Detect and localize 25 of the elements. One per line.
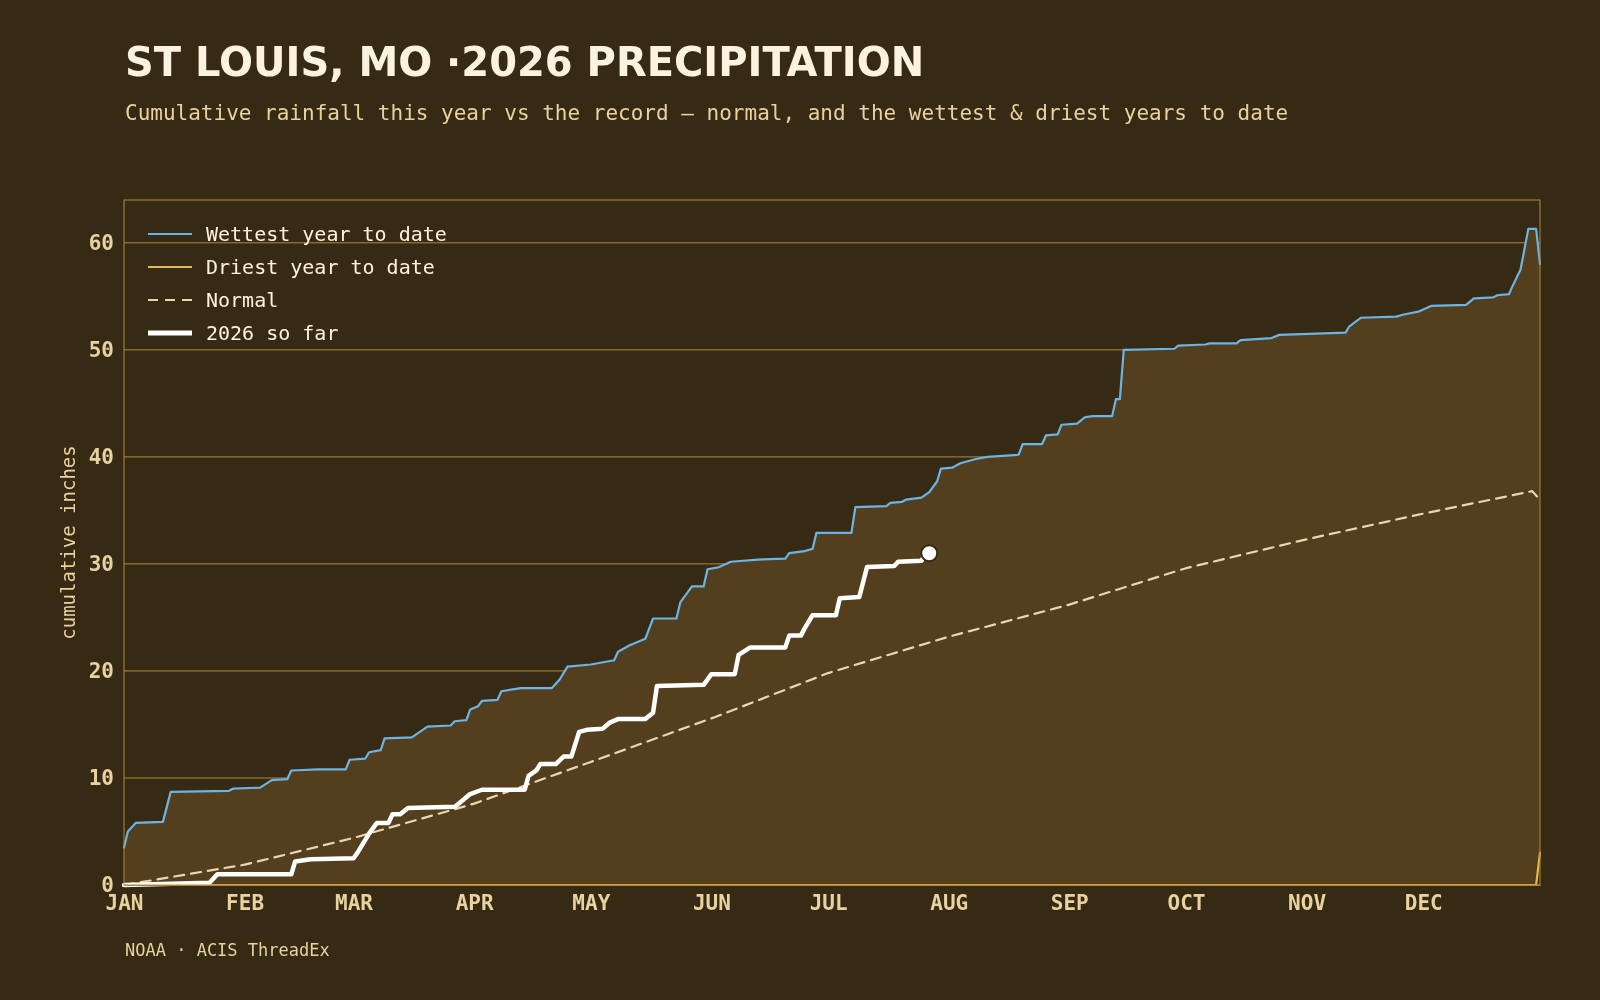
x-tick-label: JUL xyxy=(809,890,848,915)
legend-label: Normal xyxy=(206,288,279,312)
y-tick-label: 20 xyxy=(88,659,114,684)
legend-label: Wettest year to date xyxy=(206,222,447,246)
y-axis-title: cumulative inches xyxy=(57,445,79,640)
x-tick-label: NOV xyxy=(1288,890,1327,915)
x-tick-label: JUN xyxy=(692,890,731,915)
chart-title: ST LOUIS, MO ·2026 PRECIPITATION xyxy=(125,39,925,85)
legend-label: 2026 so far xyxy=(206,321,339,345)
text: NOAA · ACIS ThreadEx xyxy=(125,940,330,960)
x-tick-label: APR xyxy=(455,890,494,915)
x-tick-label: OCT xyxy=(1167,890,1206,915)
x-tick-label: SEP xyxy=(1050,890,1089,915)
y-tick-label: 30 xyxy=(88,552,114,577)
legend-label: Driest year to date xyxy=(206,255,435,279)
x-tick-label: DEC xyxy=(1404,890,1443,915)
y-tick-label: 10 xyxy=(88,766,114,791)
x-tick-label: FEB xyxy=(226,890,265,915)
chart-subtitle: Cumulative rainfall this year vs the record — normal, and the wettest & driest years to date xyxy=(125,101,1289,125)
x-tick-label: AUG xyxy=(930,890,969,915)
y-tick-label: 50 xyxy=(88,338,114,363)
y-tick-label: 40 xyxy=(88,445,114,470)
x-tick-label: MAY xyxy=(572,890,611,915)
y-tick-label: 60 xyxy=(88,231,114,256)
x-tick-label: MAR xyxy=(335,890,374,915)
